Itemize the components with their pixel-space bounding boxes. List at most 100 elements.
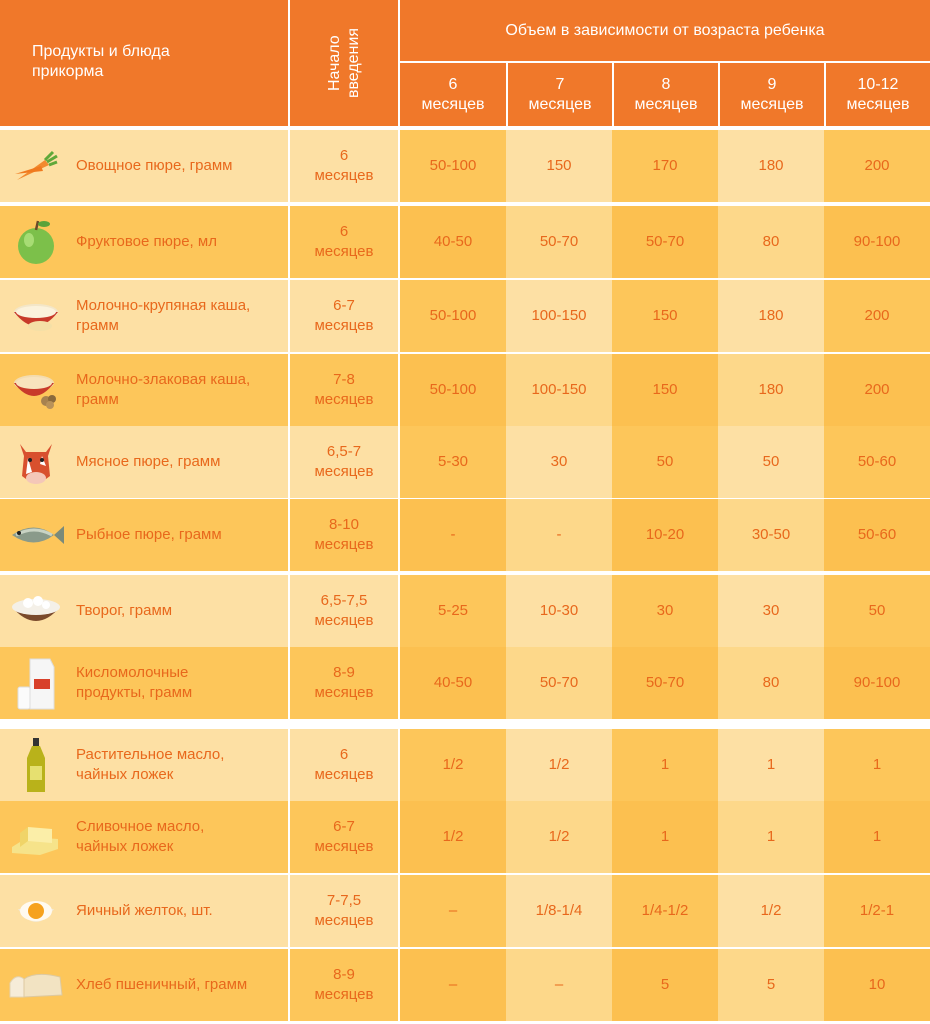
value-cell: 150 [612, 280, 718, 352]
value-cell: 30 [612, 575, 718, 647]
start-age-cell: 7-8 месяцев [290, 354, 398, 426]
value-cell: 200 [824, 280, 930, 352]
value-cell: 30 [718, 575, 824, 647]
start-column-header: Начало введения [326, 27, 362, 99]
value-cell: 50-100 [400, 280, 506, 352]
volume-header: Объем в зависимости от возраста ребенка [505, 22, 825, 39]
product-name: Овощное пюре, грамм [76, 157, 233, 174]
product-name: Растительное масло, чайных ложек [76, 746, 225, 783]
value-cell: 5 [612, 949, 718, 1021]
cow-icon [4, 426, 68, 498]
value-cell: 50-70 [612, 647, 718, 719]
value-cell: 40-50 [400, 647, 506, 719]
start-age-cell: 6 месяцев [290, 206, 398, 278]
oil-bottle-icon [4, 729, 68, 801]
start-age-cell: 6,5-7 месяцев [290, 426, 398, 498]
group-divider [0, 126, 930, 130]
age-column-header: 9 месяцев [740, 76, 804, 113]
porridge-bowl-icon [4, 280, 68, 352]
value-cell: 1 [718, 801, 824, 873]
value-cell: 180 [718, 280, 824, 352]
value-cell: 170 [612, 130, 718, 202]
value-cell: 30 [506, 426, 612, 498]
value-cell: 90-100 [824, 647, 930, 719]
value-cell: 80 [718, 206, 824, 278]
value-cell: 1 [824, 801, 930, 873]
product-name: Творог, грамм [76, 602, 173, 619]
value-cell: 1 [824, 729, 930, 801]
value-cell: 1 [718, 729, 824, 801]
milk-carton-icon [4, 647, 68, 719]
product-name: Молочно-злаковая каша, грамм [76, 371, 251, 408]
table-row [0, 729, 288, 801]
value-cell: 1/2 [400, 801, 506, 873]
value-cell: 10 [824, 949, 930, 1021]
value-cell: 100-150 [506, 280, 612, 352]
start-age-cell: 7-7,5 месяцев [290, 875, 398, 947]
value-cell: 50-60 [824, 499, 930, 571]
value-cell: 180 [718, 130, 824, 202]
product-name: Фруктовое пюре, мл [76, 233, 217, 250]
table-row [0, 354, 288, 426]
value-cell: 1 [612, 729, 718, 801]
value-cell: 50 [718, 426, 824, 498]
value-cell: 30-50 [718, 499, 824, 571]
group-divider [0, 719, 930, 729]
value-cell: 1/4-1/2 [612, 875, 718, 947]
product-name: Сливочное масло, чайных ложек [76, 818, 205, 855]
start-age-cell: 6 месяцев [290, 729, 398, 801]
bread-icon [4, 949, 68, 1021]
product-name: Кисломолочные продукты, грамм [76, 664, 193, 701]
products-column-header: Продукты и блюда прикорма [32, 43, 170, 80]
value-cell: 5-30 [400, 426, 506, 498]
start-age-cell: 6-7 месяцев [290, 280, 398, 352]
product-name: Мясное пюре, грамм [76, 453, 221, 470]
value-cell: 150 [612, 354, 718, 426]
age-column-header: 10-12 месяцев [846, 76, 910, 113]
value-cell: 50-70 [506, 647, 612, 719]
value-cell: - [506, 499, 612, 571]
start-age-cell: 6-7 месяцев [290, 801, 398, 873]
value-cell: 1/2-1 [824, 875, 930, 947]
age-column-header: 7 месяцев [528, 76, 592, 113]
age-column-header: 6 месяцев [421, 76, 485, 113]
start-age-cell: 8-9 месяцев [290, 949, 398, 1021]
value-cell: 50 [612, 426, 718, 498]
product-name: Молочно-крупяная каша, грамм [76, 297, 251, 334]
value-cell: 50-70 [612, 206, 718, 278]
value-cell: 1/2 [718, 875, 824, 947]
cereal-bowl-icon [4, 354, 68, 426]
value-cell: 90-100 [824, 206, 930, 278]
value-cell: 1/2 [506, 801, 612, 873]
cottage-cheese-icon [4, 575, 68, 647]
value-cell: 1 [612, 801, 718, 873]
table-row [0, 130, 288, 202]
apple-icon [4, 206, 68, 278]
value-cell: 10-20 [612, 499, 718, 571]
fish-icon [4, 499, 68, 571]
start-age-cell: 8-10 месяцев [290, 499, 398, 571]
value-cell: - [400, 499, 506, 571]
value-cell: 1/2 [400, 729, 506, 801]
product-name: Хлеб пшеничный, грамм [76, 976, 248, 993]
value-cell: 50-100 [400, 130, 506, 202]
value-cell: 10-30 [506, 575, 612, 647]
value-cell: 50-70 [506, 206, 612, 278]
group-divider [0, 571, 930, 575]
value-cell: – [400, 875, 506, 947]
value-cell: 1/2 [506, 729, 612, 801]
value-cell: 50 [824, 575, 930, 647]
product-name: Рыбное пюре, грамм [76, 526, 222, 543]
product-name: Яичный желток, шт. [76, 902, 213, 919]
table-header [0, 0, 930, 126]
value-cell: 150 [506, 130, 612, 202]
start-age-cell: 6 месяцев [290, 130, 398, 202]
value-cell: 5 [718, 949, 824, 1021]
value-cell: 5-25 [400, 575, 506, 647]
carrot-icon [4, 130, 68, 202]
start-age-cell: 8-9 месяцев [290, 647, 398, 719]
value-cell: 1/8-1/4 [506, 875, 612, 947]
start-age-cell: 6,5-7,5 месяцев [290, 575, 398, 647]
value-cell: 50-60 [824, 426, 930, 498]
